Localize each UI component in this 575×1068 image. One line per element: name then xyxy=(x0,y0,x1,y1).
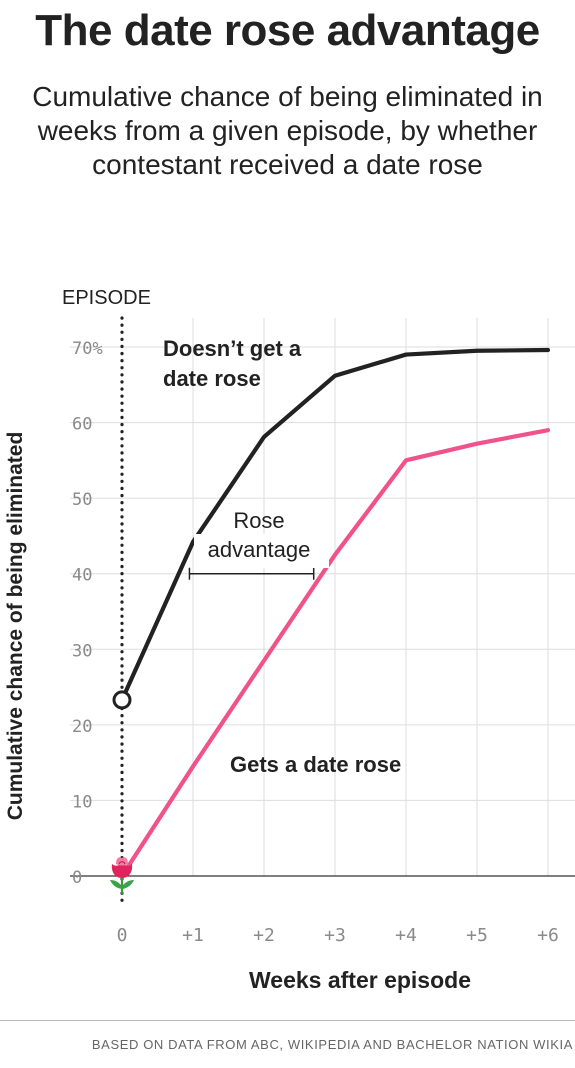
series-labels: Doesn’t get a date rose Gets a date rose xyxy=(163,336,401,777)
x-tick-label: +5 xyxy=(466,925,488,946)
x-tick-label: +4 xyxy=(395,925,417,946)
series-label-rose: Gets a date rose xyxy=(230,752,401,777)
x-axis-label: Weeks after episode xyxy=(249,967,471,993)
rose-icon xyxy=(110,857,134,894)
y-tick-label: 60 xyxy=(72,415,92,435)
line-chart: 0 10 20 30 40 50 60 70% 0 +1 +2 +3 +4 +5 +6 EPISODE R… xyxy=(4,287,575,993)
rose-advantage-label-line: advantage xyxy=(208,537,311,562)
start-point-marker xyxy=(112,690,132,710)
y-tick-label: 50 xyxy=(72,490,92,510)
series-line-no-rose xyxy=(119,347,551,703)
y-tick-labels: 0 10 20 30 40 50 60 70% xyxy=(72,339,103,888)
episode-marker-label: EPISODE xyxy=(62,287,151,309)
rose-advantage-label: Rose advantage xyxy=(208,508,311,562)
y-axis-label: Cumulative chance of being eliminated xyxy=(4,432,27,821)
rose-advantage-annotation: Rose advantage xyxy=(188,508,329,580)
series-label-no-rose-line: Doesn’t get a xyxy=(163,336,302,361)
grid-lines xyxy=(70,318,575,876)
x-tick-label: +3 xyxy=(324,925,346,946)
y-tick-label: 30 xyxy=(72,641,92,661)
y-tick-label: 40 xyxy=(72,566,92,586)
x-tick-labels: 0 +1 +2 +3 +4 +5 +6 xyxy=(117,925,559,946)
y-tick-label: 20 xyxy=(72,717,92,737)
y-tick-label: 10 xyxy=(72,792,92,812)
series-lines xyxy=(119,347,551,879)
footer-divider xyxy=(0,1020,575,1021)
source-note: BASED ON DATA FROM ABC, WIKIPEDIA AND BA… xyxy=(91,1037,573,1052)
y-tick-label: 0 xyxy=(72,868,82,888)
x-tick-label: 0 xyxy=(117,925,128,946)
chart-subtitle: Cumulative chance of being eliminated in… xyxy=(32,81,543,180)
rose-advantage-label-bg xyxy=(194,534,329,568)
series-line-rose xyxy=(119,428,551,879)
x-tick-label: +6 xyxy=(537,925,559,946)
y-tick-label: 70% xyxy=(72,339,103,359)
rose-advantage-label-line: Rose xyxy=(233,508,284,533)
x-tick-label: +2 xyxy=(253,925,275,946)
x-tick-label: +1 xyxy=(182,925,204,946)
chart-title: The date rose advantage xyxy=(35,6,540,55)
series-label-no-rose: Doesn’t get a date rose xyxy=(163,336,302,391)
series-label-no-rose-line: date rose xyxy=(163,366,261,391)
